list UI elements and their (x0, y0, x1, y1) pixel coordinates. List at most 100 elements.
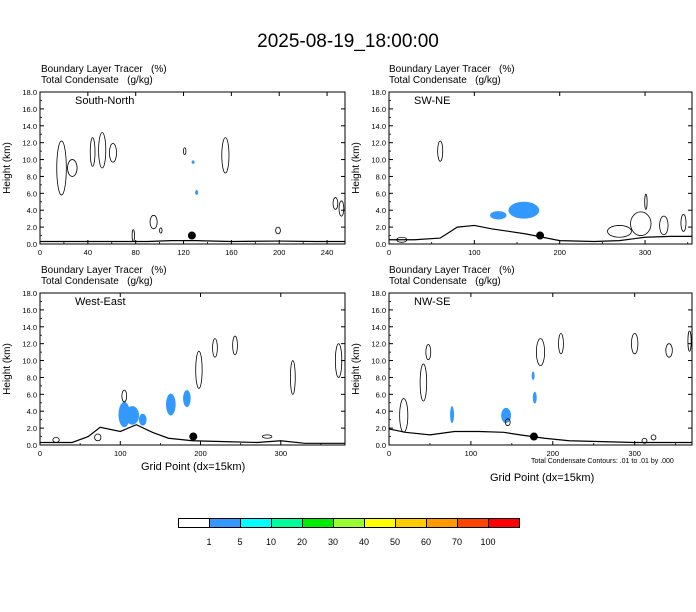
condensate-contour (275, 226, 281, 235)
y-axis-label: Height (km) (2, 343, 13, 395)
y-tick-label: 18.0 (22, 289, 37, 298)
panel-nw-se: NW-SE 0.0 2.0 4.0 6.0 8.0 10.0 12.0 14.0 16.0 18.0… (351, 289, 693, 458)
condensate-contour (121, 389, 128, 403)
plot-frame (39, 292, 346, 446)
x-tick-label: 100 (468, 248, 481, 257)
y-tick-label: 10.0 (22, 357, 37, 366)
legend-swatch (271, 518, 303, 528)
y-tick-label: 12.0 (371, 139, 386, 148)
condensate-contour (98, 132, 107, 169)
plot-frame (39, 91, 346, 245)
panel-sw-ne: SW-NE 0.0 2.0 4.0 6.0 8.0 10.0 12.0 14.0 16.0 18.0… (351, 88, 693, 257)
x-tick-label: 200 (553, 248, 566, 257)
tracer-patch (490, 211, 507, 220)
legend-swatch (240, 518, 272, 528)
condensate-contour (94, 433, 102, 442)
terrain-line (388, 428, 692, 444)
condensate-contour (536, 338, 545, 367)
condensate-contour (149, 214, 158, 230)
condensate-contour (641, 437, 648, 444)
legend-label: 60 (420, 537, 431, 547)
condensate-contour (659, 215, 669, 236)
y-axis-label: Height (km) (351, 343, 362, 395)
legend-swatch (488, 518, 520, 528)
legend-swatch (302, 518, 334, 528)
condensate-contour (630, 211, 652, 236)
legend-swatch (457, 518, 489, 528)
x-tick-label: 100 (114, 449, 127, 458)
condensate-contour (290, 360, 296, 395)
terrain-line (40, 240, 345, 243)
tracer-patch (125, 406, 140, 425)
legend-label: 70 (451, 537, 462, 547)
x-tick-label: 100 (465, 449, 478, 458)
x-tick-label: 300 (628, 449, 641, 458)
y-tick-label: 16.0 (371, 306, 386, 315)
y-tick-label: 8.0 (376, 172, 386, 181)
y-tick-label: 16.0 (371, 105, 386, 114)
location-marker (189, 432, 198, 441)
contour-footnote: Total Condensate Contours: .01 to .01 by… (531, 458, 674, 465)
condensate-contour (399, 398, 409, 433)
location-marker (536, 231, 545, 240)
y-tick-label: 12.0 (371, 340, 386, 349)
x-tick-label: 120 (177, 248, 190, 257)
y-tick-label: 8.0 (27, 172, 37, 181)
y-tick-label: 8.0 (376, 373, 386, 382)
panel-header-swne: Boundary Layer Tracer (%) Total Condensat… (389, 64, 515, 86)
panel-label: SW-NE (414, 95, 450, 107)
y-tick-label: 4.0 (27, 407, 37, 416)
y-tick-label: 0.0 (376, 240, 386, 249)
x-tick-label: 160 (225, 248, 238, 257)
condensate-contour (67, 159, 78, 177)
y-tick-label: 14.0 (371, 122, 386, 131)
tracer-patch (183, 390, 191, 407)
x-tick-label: 300 (275, 449, 288, 458)
condensate-contour (232, 335, 238, 356)
panel-label: NW-SE (414, 296, 450, 308)
condensate-contour (607, 225, 632, 238)
condensate-contour (221, 137, 230, 174)
legend-label: 5 (237, 537, 243, 547)
y-tick-label: 0.0 (27, 240, 37, 249)
condensate-contour (108, 143, 117, 163)
condensate-contour (183, 147, 187, 155)
legend-label: 10 (265, 537, 276, 547)
tracer-patch (501, 407, 512, 424)
x-tick-label: 0 (38, 449, 42, 458)
x-tick-label: 40 (84, 248, 92, 257)
tracer-patch (195, 189, 199, 196)
condensate-contour (212, 338, 218, 358)
y-tick-label: 18.0 (371, 88, 386, 97)
x-tick-label: 200 (547, 449, 560, 458)
x-axis-label-we: Grid Point (dx=15km) (141, 461, 246, 473)
x-tick-label: 240 (321, 248, 334, 257)
legend-label: 20 (296, 537, 307, 547)
panel-label: South-North (75, 95, 134, 107)
condensate-contour (195, 350, 203, 389)
condensate-contour (665, 343, 673, 358)
y-tick-label: 6.0 (27, 390, 37, 399)
x-tick-label: 200 (273, 248, 286, 257)
y-tick-label: 16.0 (22, 105, 37, 114)
panel-header-nwse: Boundary Layer Tracer (%) Total Condensat… (389, 265, 515, 287)
condensate-contour (630, 333, 639, 355)
legend-swatch (364, 518, 396, 528)
condensate-contour (558, 333, 564, 355)
condensate-contour (261, 434, 273, 439)
y-tick-label: 4.0 (376, 407, 386, 416)
condensate-contour (334, 343, 343, 378)
condensate-contour (131, 229, 135, 242)
condensate-contour (419, 363, 428, 402)
x-tick-label: 0 (387, 248, 391, 257)
x-tick-label: 80 (132, 248, 140, 257)
location-marker (529, 432, 538, 441)
y-tick-label: 2.0 (376, 223, 386, 232)
condensate-contour (89, 137, 96, 167)
legend-label: 100 (480, 537, 496, 547)
legend-swatch (333, 518, 365, 528)
y-tick-label: 12.0 (22, 139, 37, 148)
panel-header-we: Boundary Layer Tracer (%) Total Condensat… (41, 265, 167, 287)
terrain-line (40, 424, 345, 444)
y-tick-label: 12.0 (22, 340, 37, 349)
